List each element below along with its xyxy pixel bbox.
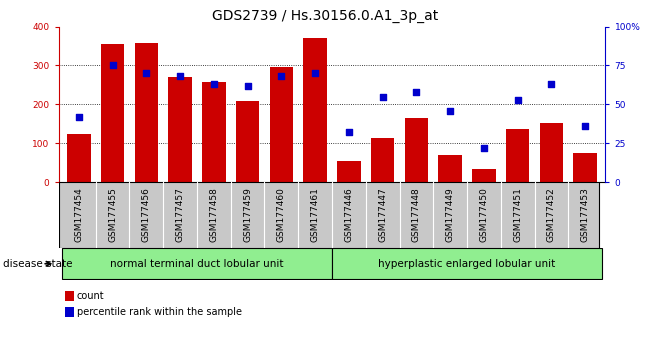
Text: GSM177451: GSM177451 <box>513 188 522 242</box>
Bar <box>62 249 332 279</box>
Bar <box>438 155 462 182</box>
Text: GSM177452: GSM177452 <box>547 188 556 242</box>
Text: count: count <box>77 291 104 301</box>
Text: GSM177446: GSM177446 <box>344 188 353 242</box>
Text: hyperplastic enlarged lobular unit: hyperplastic enlarged lobular unit <box>378 259 556 269</box>
Point <box>344 130 354 135</box>
Point <box>141 70 152 76</box>
Bar <box>506 129 529 182</box>
Text: GSM177457: GSM177457 <box>176 188 185 242</box>
Bar <box>202 82 226 182</box>
Point <box>411 89 422 95</box>
Text: GSM177448: GSM177448 <box>412 188 421 242</box>
Point <box>175 74 186 79</box>
Text: disease state: disease state <box>3 259 73 269</box>
Bar <box>371 137 395 182</box>
Bar <box>337 161 361 182</box>
Text: GSM177458: GSM177458 <box>210 188 218 242</box>
Bar <box>404 118 428 182</box>
Text: GSM177460: GSM177460 <box>277 188 286 242</box>
Text: GSM177453: GSM177453 <box>581 188 590 242</box>
Point <box>546 81 557 87</box>
Bar <box>303 38 327 182</box>
Text: GSM177461: GSM177461 <box>311 188 320 242</box>
Bar <box>65 291 74 301</box>
Text: GSM177455: GSM177455 <box>108 188 117 242</box>
Point <box>378 94 388 99</box>
Point <box>107 63 118 68</box>
Text: GDS2739 / Hs.30156.0.A1_3p_at: GDS2739 / Hs.30156.0.A1_3p_at <box>212 9 439 23</box>
Bar <box>472 169 495 182</box>
Point <box>512 97 523 103</box>
Point <box>445 108 455 114</box>
Text: normal terminal duct lobular unit: normal terminal duct lobular unit <box>110 259 284 269</box>
Point <box>580 124 590 129</box>
Text: GSM177450: GSM177450 <box>479 188 488 242</box>
Point <box>209 81 219 87</box>
Point <box>276 74 286 79</box>
Bar <box>574 153 597 182</box>
Point <box>74 114 84 120</box>
Text: GSM177459: GSM177459 <box>243 188 252 242</box>
Text: GSM177456: GSM177456 <box>142 188 151 242</box>
Point <box>310 70 320 76</box>
Text: GSM177447: GSM177447 <box>378 188 387 242</box>
Bar <box>135 43 158 182</box>
Point <box>242 83 253 88</box>
Bar <box>67 133 90 182</box>
Bar <box>236 101 260 182</box>
Bar <box>270 67 293 182</box>
Point <box>478 145 489 151</box>
Text: percentile rank within the sample: percentile rank within the sample <box>77 307 242 316</box>
Bar <box>332 249 602 279</box>
Bar <box>65 307 74 317</box>
Text: GSM177454: GSM177454 <box>74 188 83 242</box>
Bar <box>101 44 124 182</box>
Bar <box>540 123 563 182</box>
Text: GSM177449: GSM177449 <box>446 188 454 242</box>
Bar <box>169 77 192 182</box>
